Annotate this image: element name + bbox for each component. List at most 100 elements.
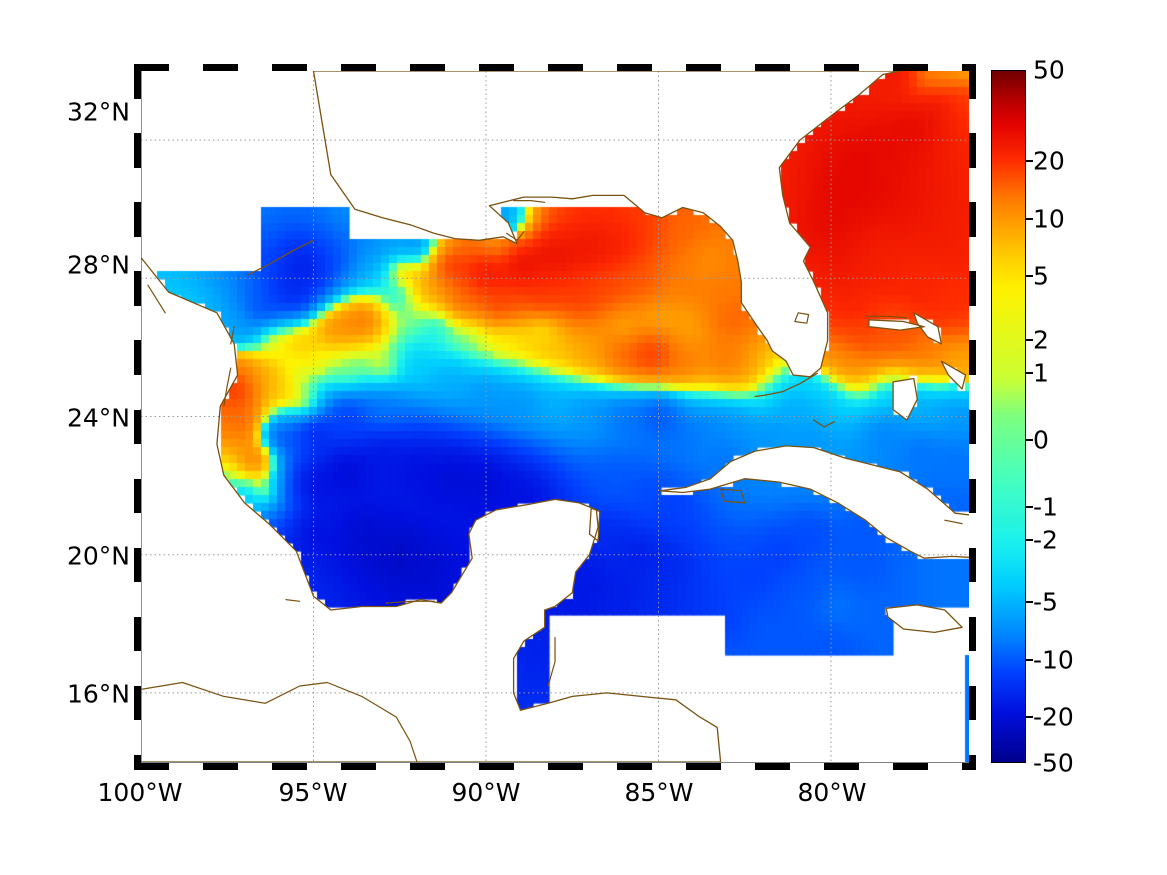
map-border-checker-segment bbox=[548, 64, 583, 71]
map-border-checker-segment bbox=[513, 64, 548, 71]
colorbar-tick-label: 2 bbox=[1033, 325, 1049, 355]
landmass-usa-gulf-east bbox=[313, 71, 900, 377]
map-border-checker-segment bbox=[824, 64, 859, 71]
map-border-checker-segment bbox=[969, 271, 976, 306]
map-border-checker-segment bbox=[755, 64, 790, 71]
map-border-checker-segment bbox=[617, 763, 652, 770]
map-border-checker-segment bbox=[203, 763, 238, 770]
coastline-sw-texas-inland bbox=[147, 284, 166, 314]
colorbar-gradient bbox=[991, 70, 1026, 763]
map-border-checker-segment bbox=[341, 763, 376, 770]
map-border-checker-segment bbox=[513, 763, 548, 770]
map-border-checker-segment bbox=[134, 478, 141, 514]
map-border-checker-segment bbox=[479, 64, 514, 71]
coastline-cuba bbox=[659, 445, 969, 559]
map-border-checker-segment bbox=[237, 763, 272, 770]
map-border-checker-segment bbox=[306, 64, 341, 71]
coastline-alabama-islands bbox=[513, 200, 546, 203]
map-border-checker-segment bbox=[969, 478, 976, 514]
map-border-checker-segment bbox=[927, 763, 962, 770]
y-axis-tick-label: 20°N bbox=[66, 541, 130, 571]
map-border-checker-segment bbox=[134, 202, 141, 237]
coastline-texas-barrier bbox=[247, 239, 315, 276]
map-border-checker-segment bbox=[306, 763, 341, 770]
colorbar-tick-label: 1 bbox=[1033, 358, 1049, 388]
map-border-checker-segment bbox=[134, 755, 141, 770]
map-border-checker-segment bbox=[237, 64, 272, 71]
colorbar-tick-mark bbox=[1026, 601, 1033, 603]
colorbar-tick-label: -5 bbox=[1033, 587, 1058, 617]
coastline-layer bbox=[141, 71, 969, 762]
map-border-checker-segment bbox=[893, 64, 928, 71]
x-axis-tick-label: 85°W bbox=[624, 778, 694, 807]
map-border-checker-segment bbox=[410, 64, 445, 71]
map-border-checker-segment bbox=[134, 616, 141, 652]
colorbar-tick-label: -50 bbox=[1033, 748, 1074, 778]
map-border-checker-segment bbox=[969, 444, 976, 479]
map-border-checker-top bbox=[134, 64, 976, 71]
map-border-checker-segment bbox=[582, 763, 617, 770]
colorbar-tick-mark bbox=[1026, 439, 1033, 441]
map-border-checker-segment bbox=[969, 305, 976, 341]
coastline-eleuthera bbox=[940, 360, 967, 390]
map-border-checker-segment bbox=[720, 763, 755, 770]
map-border-checker-segment bbox=[969, 133, 976, 168]
coastline-yucatan-islands bbox=[588, 507, 601, 542]
coastline-cay-sal bbox=[813, 419, 836, 428]
map-border-checker-segment bbox=[134, 64, 141, 99]
map-border-checker-segment bbox=[858, 64, 893, 71]
colorbar-tick-label: 0 bbox=[1033, 425, 1049, 455]
colorbar-tick-label: 5 bbox=[1033, 261, 1049, 291]
graticule-gridlines bbox=[141, 71, 969, 762]
map-border-checker-segment bbox=[134, 444, 141, 479]
map-border-checker-segment bbox=[969, 513, 976, 548]
map-border-checker-segment bbox=[969, 651, 976, 686]
map-border-checker-right bbox=[969, 64, 976, 770]
map-border-checker-segment bbox=[969, 98, 976, 134]
map-border-checker-segment bbox=[134, 340, 141, 375]
coastline-tamaulipas-lagoon bbox=[223, 367, 232, 407]
map-border-checker-left bbox=[134, 64, 141, 770]
colorbar-tick-mark bbox=[1026, 218, 1033, 220]
colorbar-tick-label: -10 bbox=[1033, 645, 1074, 675]
colorbar-tick-label: 10 bbox=[1033, 204, 1065, 234]
map-border-checker-segment bbox=[134, 133, 141, 168]
map-border-checker-segment bbox=[789, 64, 824, 71]
x-axis-tick-label: 100°W bbox=[97, 778, 183, 807]
coastline-jamaica bbox=[885, 604, 963, 634]
landmass-north-america bbox=[141, 71, 721, 762]
colorbar-tick-mark bbox=[1026, 160, 1033, 162]
map-border-checker-segment bbox=[686, 763, 721, 770]
map-border-checker-segment bbox=[893, 763, 928, 770]
map-border-checker-segment bbox=[969, 64, 976, 99]
map-border-checker-segment bbox=[134, 64, 169, 71]
map-border-checker-segment bbox=[686, 64, 721, 71]
landmass-grand-bahama bbox=[868, 319, 925, 331]
map-border-checker-segment bbox=[168, 64, 203, 71]
colorbar-tick-label: -20 bbox=[1033, 702, 1074, 732]
map-border-checker-segment bbox=[969, 340, 976, 375]
map-border-checker-segment bbox=[969, 409, 976, 445]
map-border-checker-segment bbox=[444, 763, 479, 770]
colorbar[interactable] bbox=[991, 70, 1033, 763]
coastline-usa-gulf-east bbox=[312, 71, 901, 378]
y-axis-tick-label: 28°N bbox=[66, 250, 130, 280]
map-border-checker-segment bbox=[341, 64, 376, 71]
map-border-checker-segment bbox=[720, 64, 755, 71]
coastline-bahama-banks-cays bbox=[864, 315, 908, 319]
y-axis-tick-label: 16°N bbox=[66, 679, 130, 709]
x-axis-tick-label: 95°W bbox=[278, 778, 348, 807]
coastline-grand-bahama bbox=[868, 319, 925, 331]
map-border-checker-segment bbox=[134, 236, 141, 272]
colorbar-tick-mark bbox=[1026, 659, 1033, 661]
map-axes[interactable] bbox=[140, 70, 970, 763]
map-border-checker-segment bbox=[582, 64, 617, 71]
map-border-checker-segment bbox=[969, 616, 976, 652]
coastline-veracruz-islets bbox=[285, 598, 301, 602]
coastline-isla-juventud bbox=[719, 488, 746, 504]
coastline-lake-okeechobee bbox=[794, 312, 810, 324]
map-border-checker-segment bbox=[134, 167, 141, 203]
map-border-checker-segment bbox=[444, 64, 479, 71]
coastline-campeche-bank bbox=[385, 600, 435, 604]
